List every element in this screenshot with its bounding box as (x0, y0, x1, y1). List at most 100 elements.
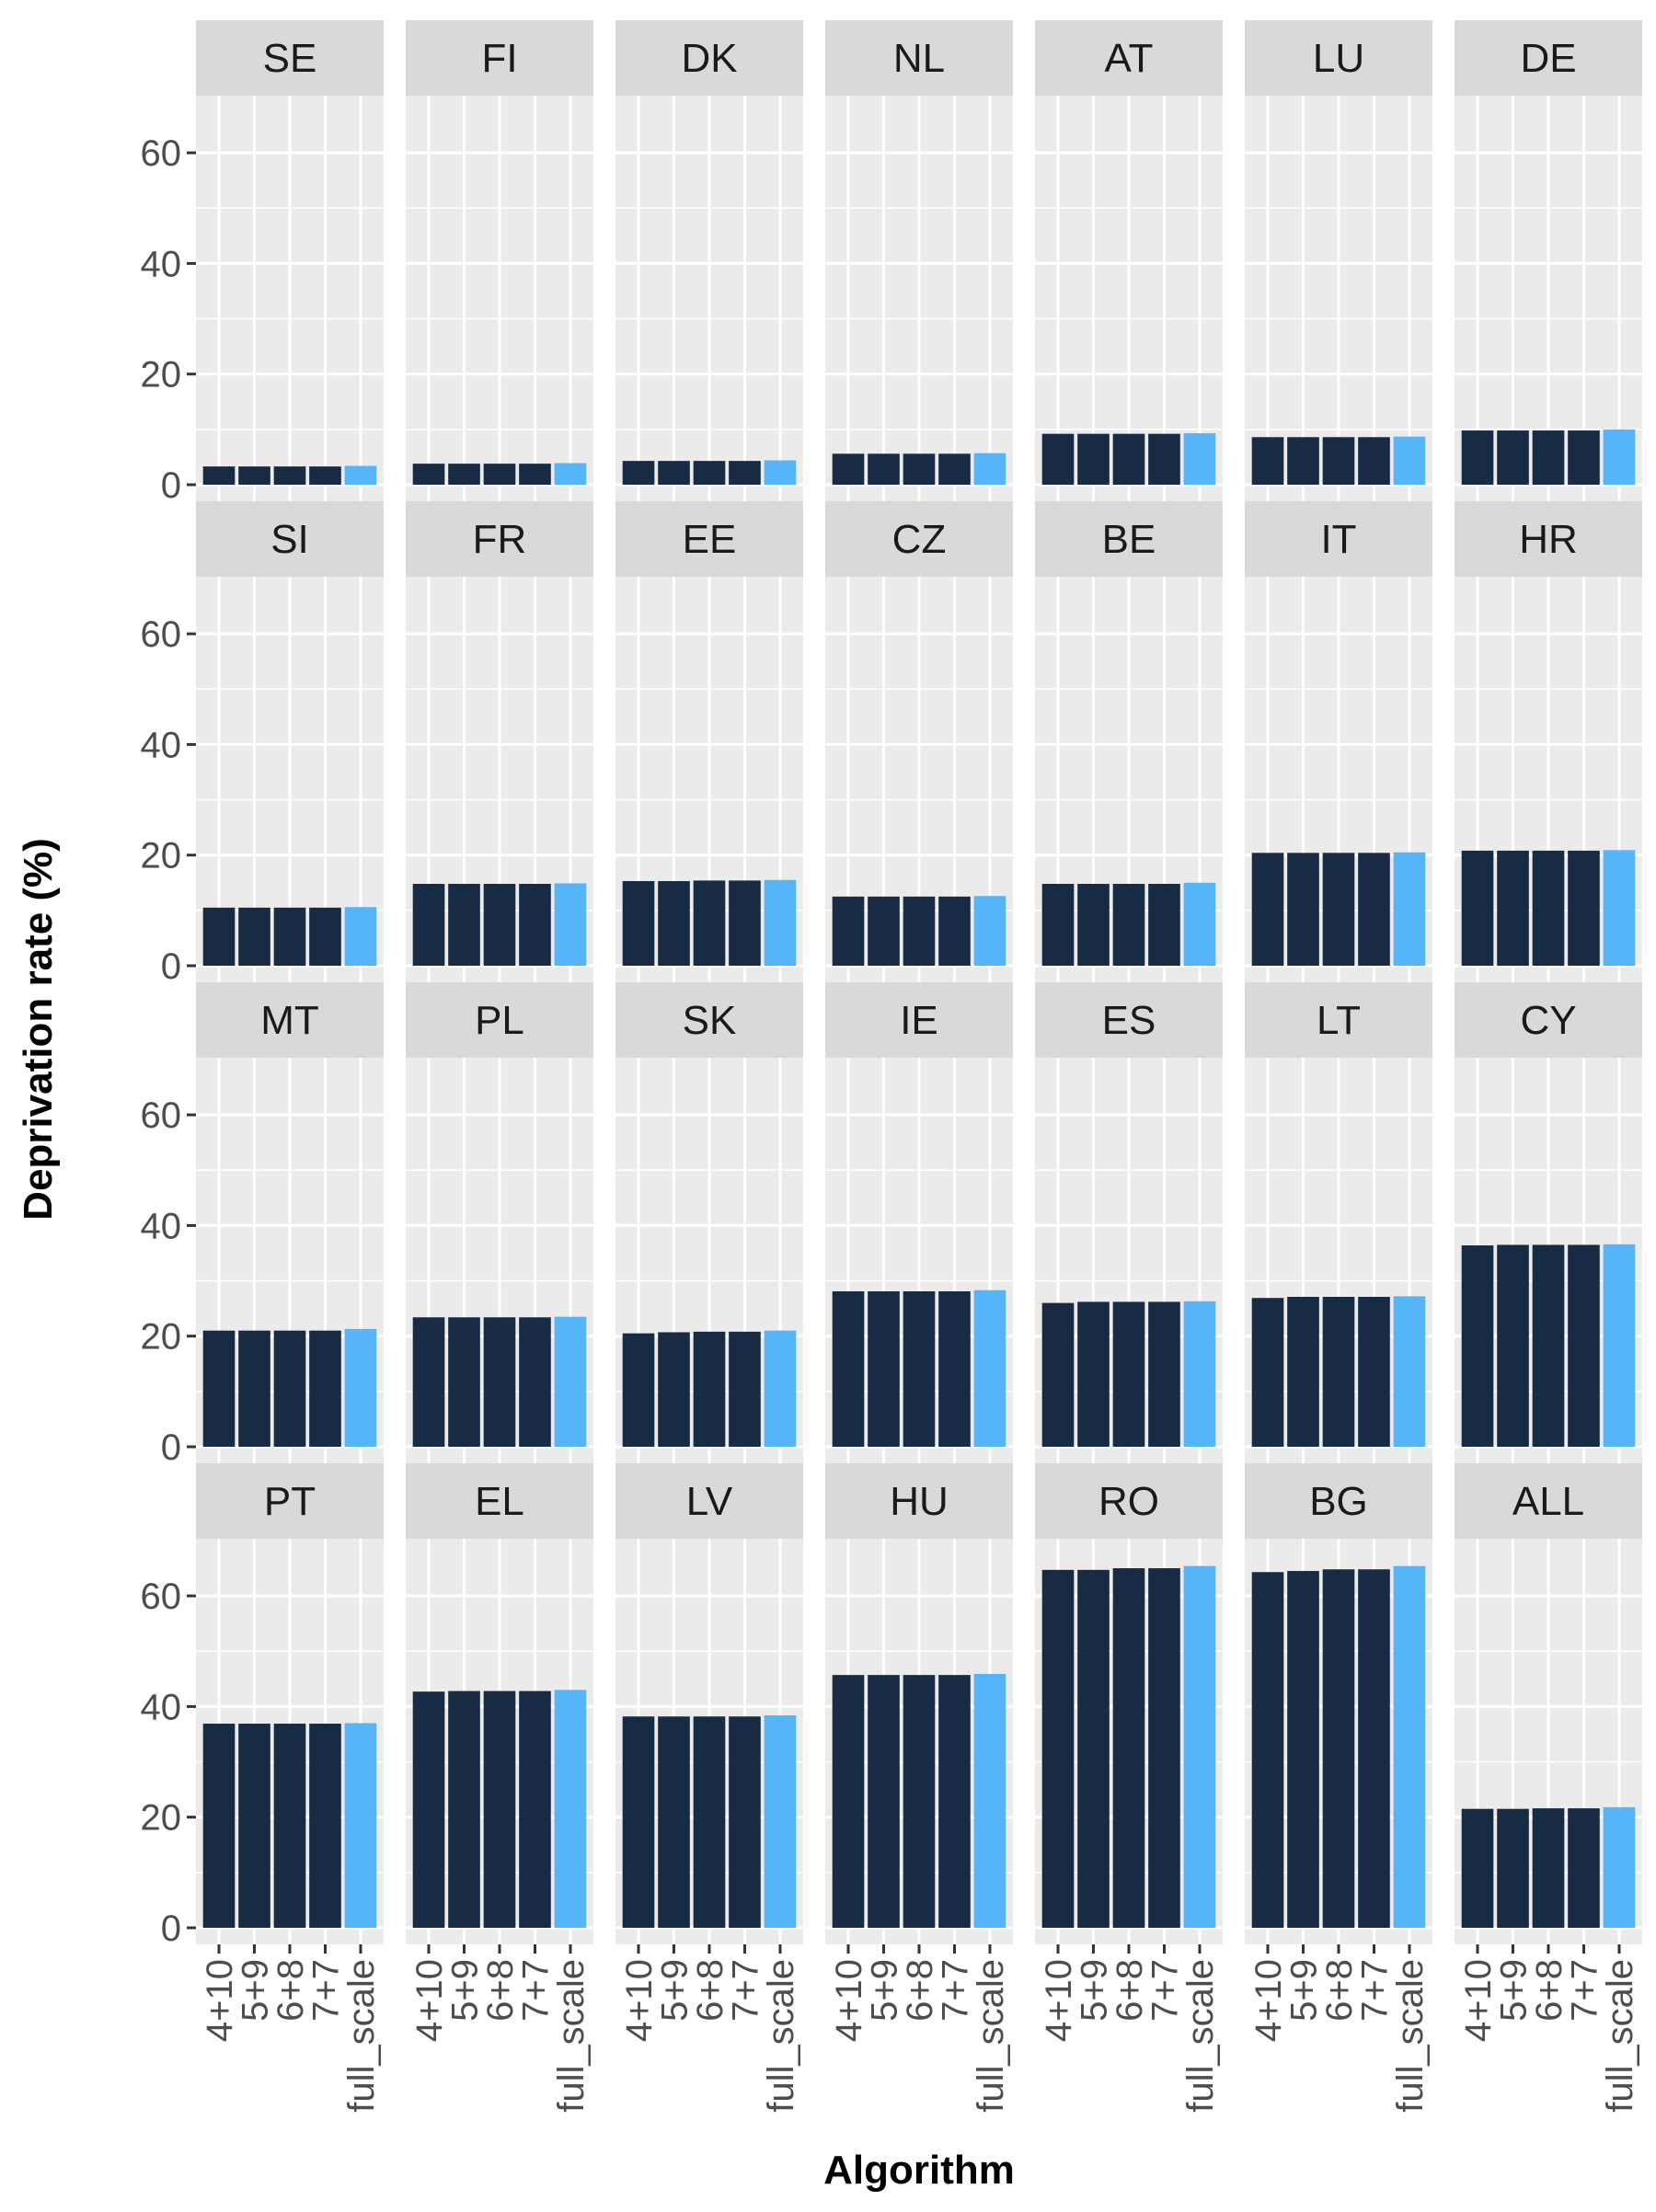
x-tick-label: full_scale (1180, 1959, 1221, 2113)
bar-el-6+8 (483, 1691, 516, 1928)
facet-strip-label: LV (686, 1479, 733, 1524)
bar-cy-6+8 (1532, 1244, 1565, 1447)
facet-panel-bg: BG (1245, 1463, 1432, 1944)
facet-strip-label: LU (1313, 36, 1364, 81)
facet-strip (1245, 982, 1432, 1058)
facet-panel-pl: PL (406, 982, 593, 1463)
x-tick-label: 7+7 (725, 1959, 765, 2022)
bar-si-6+8 (273, 907, 306, 966)
bar-de-full_scale (1603, 429, 1636, 485)
bar-ee-full_scale (764, 879, 797, 966)
facet-panel-nl: NL (825, 20, 1013, 501)
bar-cy-7+7 (1568, 1244, 1600, 1447)
y-tick-label: 40 (141, 244, 182, 284)
bar-all-6+8 (1532, 1808, 1565, 1928)
facet-strip (1455, 20, 1642, 96)
bar-ee-7+7 (729, 880, 761, 966)
facet-panel-all: ALL (1455, 1463, 1642, 1944)
bar-hu-7+7 (938, 1675, 971, 1928)
facet-strip (615, 20, 803, 96)
facet-strip-label: PT (264, 1479, 316, 1524)
facet-strip (1035, 501, 1223, 577)
bar-mt-full_scale (344, 1328, 377, 1447)
facet-panel-lu: LU (1245, 20, 1432, 501)
bar-pl-7+7 (519, 1317, 551, 1447)
bar-mt-6+8 (273, 1330, 306, 1447)
bar-dk-4+10 (622, 461, 655, 485)
facet-strip (615, 501, 803, 577)
facet-panel-sk: SK (615, 982, 803, 1463)
y-tick-label: 20 (141, 1798, 182, 1839)
facet-strip (615, 982, 803, 1058)
x-tick-label: 7+7 (305, 1959, 346, 2022)
bar-fi-4+10 (412, 464, 445, 485)
bar-cy-5+9 (1497, 1244, 1529, 1447)
bar-lu-6+8 (1322, 437, 1355, 485)
bar-de-5+9 (1497, 430, 1529, 485)
y-tick-label: 20 (141, 836, 182, 877)
y-axes-layer: 0 20 40 60 0 20 40 60 0 20 40 60 0 20 40 60 (141, 133, 196, 1949)
bar-nl-full_scale (973, 453, 1006, 485)
bar-at-5+9 (1077, 433, 1110, 485)
bar-el-full_scale (554, 1690, 587, 1928)
bar-lv-4+10 (622, 1716, 655, 1928)
facet-strip (1455, 982, 1642, 1058)
facet-panel-hu: HU (825, 1463, 1013, 1944)
bar-dk-6+8 (693, 461, 726, 485)
facet-panel-at: AT (1035, 20, 1223, 501)
bar-all-7+7 (1568, 1808, 1600, 1928)
bar-be-6+8 (1112, 883, 1145, 966)
x-tick-label: 4+10 (829, 1959, 869, 2042)
facet-strip (196, 982, 384, 1058)
y-tick-label: 40 (141, 1687, 182, 1727)
x-tick-label: 5+9 (445, 1959, 486, 2022)
bar-lt-6+8 (1322, 1297, 1355, 1447)
bar-de-6+8 (1532, 430, 1565, 485)
facet-strip (406, 20, 593, 96)
y-axis-row-1: 0 20 40 60 (141, 133, 196, 506)
bar-es-4+10 (1041, 1302, 1075, 1447)
bar-lv-5+9 (658, 1716, 690, 1928)
facet-strip (1455, 501, 1642, 577)
bar-es-7+7 (1148, 1301, 1180, 1447)
facet-panel-cy: CY (1455, 982, 1642, 1463)
facet-panel-it: IT (1245, 501, 1432, 982)
facet-panel-lt: LT (1245, 982, 1432, 1463)
facet-strip-label: SE (263, 36, 317, 81)
facet-strip-label: BG (1309, 1479, 1368, 1524)
bar-lt-full_scale (1393, 1296, 1426, 1447)
bar-bg-6+8 (1322, 1569, 1355, 1928)
bar-pl-full_scale (554, 1316, 587, 1447)
bar-es-5+9 (1077, 1301, 1110, 1447)
bar-lt-4+10 (1251, 1298, 1284, 1447)
bar-si-7+7 (309, 907, 341, 966)
facet-strip-label: HU (890, 1479, 949, 1524)
x-tick-label: full_scale (761, 1959, 801, 2113)
bar-hr-6+8 (1532, 850, 1565, 966)
y-axis-row-4: 0 20 40 60 (141, 1576, 196, 1949)
bar-dk-full_scale (764, 460, 797, 485)
facet-strip (615, 1463, 803, 1539)
facet-panel-se: SE (196, 20, 384, 501)
facet-strip (825, 501, 1013, 577)
facet-strip-label: PL (475, 998, 524, 1043)
bar-pl-4+10 (412, 1317, 445, 1447)
facet-strip (196, 1463, 384, 1539)
facet-strip-label: ES (1102, 998, 1156, 1043)
bar-fi-7+7 (519, 464, 551, 485)
bar-all-5+9 (1497, 1808, 1529, 1928)
facet-panel-ie: IE (825, 982, 1013, 1463)
bar-se-5+9 (238, 466, 270, 485)
facet-strip-label: SI (270, 517, 309, 562)
x-tick-label: 5+9 (1494, 1959, 1535, 2022)
bar-fr-7+7 (519, 883, 551, 966)
bar-se-7+7 (309, 466, 341, 485)
bar-ee-5+9 (658, 880, 690, 966)
facet-strip (825, 1463, 1013, 1539)
